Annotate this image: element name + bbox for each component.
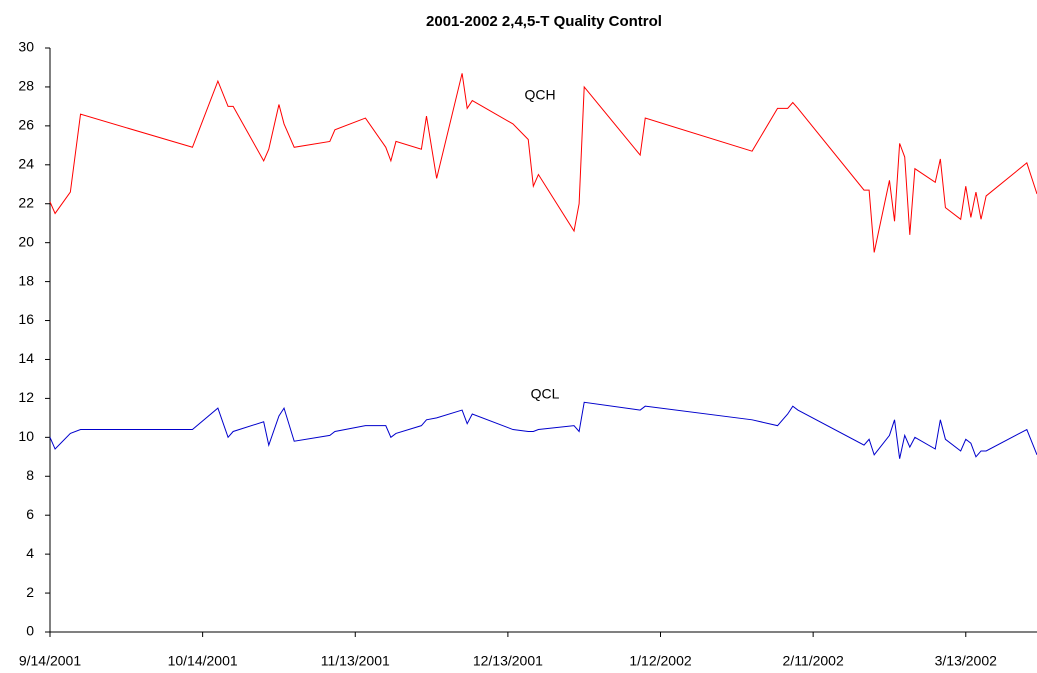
x-tick-label: 11/13/2001 [321, 653, 390, 669]
chart-title: 2001-2002 2,4,5-T Quality Control [426, 13, 662, 30]
y-tick-label: 14 [18, 350, 34, 366]
y-tick-label: 30 [18, 39, 34, 55]
y-tick-label: 6 [26, 506, 34, 522]
y-tick-label: 26 [18, 117, 34, 133]
x-tick-label: 9/14/2001 [19, 653, 81, 669]
y-tick-label: 16 [18, 311, 34, 327]
x-tick-label: 12/13/2001 [473, 653, 543, 669]
series-annotation: QCH [524, 87, 555, 103]
y-tick-label: 28 [18, 78, 34, 94]
y-tick-label: 24 [18, 156, 34, 172]
series-annotation: QCL [531, 386, 560, 402]
x-tick-label: 10/14/2001 [168, 653, 238, 669]
y-tick-label: 18 [18, 272, 34, 288]
y-tick-label: 12 [18, 389, 34, 405]
series-line [49, 401, 1037, 459]
y-tick-label: 0 [26, 623, 34, 639]
y-tick-label: 20 [18, 233, 34, 249]
x-tick-label: 3/13/2002 [935, 653, 997, 669]
x-tick-label: 2/11/2002 [783, 653, 844, 669]
x-tick-label: 1/12/2002 [629, 653, 691, 669]
series-line [49, 73, 1037, 253]
y-tick-label: 2 [26, 584, 34, 600]
y-tick-label: 22 [18, 194, 34, 210]
y-tick-label: 8 [26, 467, 34, 483]
y-tick-label: 10 [18, 428, 34, 444]
y-tick-label: 4 [26, 545, 34, 561]
